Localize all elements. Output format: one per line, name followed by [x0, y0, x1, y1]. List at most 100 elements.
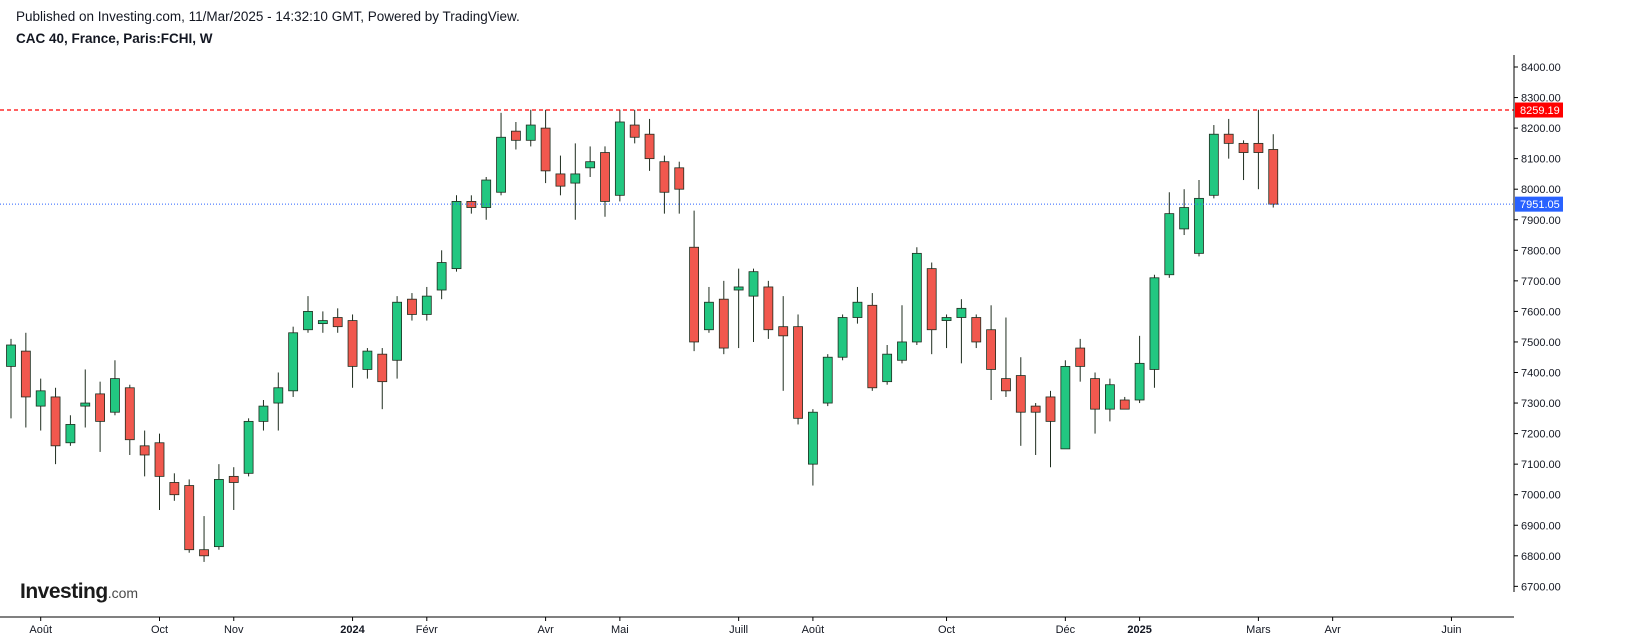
last-price-badge-box [1515, 196, 1563, 212]
candle [154, 433, 165, 510]
candle-body-down [1268, 149, 1279, 205]
price-axis[interactable]: 6700.00 6800.00 6900.00 7000.00 7100.00 7200.… [1513, 55, 1563, 593]
candle-body-down [50, 396, 61, 447]
candle [332, 308, 343, 333]
candle [911, 247, 922, 346]
candle-body-down [689, 246, 699, 343]
candle [1194, 180, 1204, 257]
candle-body-down [1001, 378, 1011, 392]
candle-body-down [95, 393, 105, 422]
last-price-badge-label: 7951.05 [1520, 199, 1560, 211]
candle [80, 369, 91, 428]
candle-body-up [110, 378, 120, 413]
candle [629, 109, 640, 144]
candle [95, 381, 105, 452]
time-tick-label: Juill [729, 624, 748, 636]
candle-body-up [882, 353, 893, 383]
candle-body-up [80, 402, 91, 407]
candle-body-up [213, 479, 224, 548]
candle [1253, 109, 1264, 190]
candle-body-down [124, 387, 135, 441]
candle-body-down [1030, 405, 1041, 413]
candle-body-up [1194, 197, 1204, 254]
time-axis[interactable]: Août Oct Nov 2024 Févr Avr Mai Juill Août Oct Déc 2… [0, 616, 1514, 636]
candle [362, 348, 373, 379]
time-tick-label: Oct [151, 624, 168, 636]
candle-body-down [184, 485, 195, 551]
candle [525, 109, 536, 147]
candle-body-down [1119, 399, 1130, 410]
candle [258, 399, 269, 431]
candle-body-down [718, 298, 729, 349]
candle-body-down [926, 268, 937, 331]
candle [110, 360, 120, 416]
candle [808, 409, 818, 486]
candle-body-up [451, 201, 462, 270]
logo-domain: .com [107, 585, 139, 601]
candle-body-up [822, 356, 833, 404]
price-tick-label: 8400.00 [1521, 62, 1561, 74]
candle [1238, 140, 1249, 181]
candle-body-up [748, 271, 759, 297]
candle [956, 299, 967, 364]
time-tick-label: 2025 [1127, 624, 1151, 636]
resistance-price-badge-label: 8259.19 [1520, 105, 1560, 117]
candle-body-down [510, 130, 521, 141]
candle [1149, 274, 1160, 388]
candle-body-down [1238, 142, 1249, 153]
candle [674, 161, 685, 214]
candle-body-up [288, 332, 299, 392]
time-tick-label: Juin [1441, 624, 1461, 636]
candle-body-up [303, 310, 313, 331]
candle [392, 296, 403, 379]
candle [1045, 390, 1056, 468]
price-tick-label: 7400.00 [1521, 368, 1561, 380]
candle-body-down [674, 167, 685, 190]
candle-body-down [971, 317, 982, 343]
candles-layer [6, 109, 1279, 562]
candle [555, 155, 566, 196]
candle-body-up [6, 344, 16, 367]
candle-body-down [407, 298, 417, 315]
price-tick-label: 8000.00 [1521, 184, 1561, 196]
candle-body-up [496, 136, 506, 193]
candle [614, 109, 625, 202]
candle [718, 280, 729, 355]
candle [184, 479, 195, 553]
candle-body-down [659, 161, 670, 193]
candle-body-up [808, 411, 818, 465]
candle-body-down [199, 549, 209, 557]
candle-body-down [1045, 396, 1056, 422]
candle [496, 112, 506, 196]
candle [644, 118, 655, 171]
candle [1134, 335, 1145, 404]
price-tick-label: 8100.00 [1521, 154, 1561, 166]
candle [1060, 360, 1071, 450]
candle [822, 354, 833, 407]
candle [926, 262, 937, 355]
candle-body-down [169, 482, 180, 496]
price-tick-label: 6900.00 [1521, 520, 1561, 532]
candle [763, 280, 774, 339]
candle-body-up [317, 320, 328, 325]
candle-body-up [392, 301, 403, 361]
candle-body-up [614, 121, 625, 196]
candle [1208, 125, 1219, 199]
candle [303, 296, 313, 333]
candle-body-down [555, 173, 566, 187]
investing-logo: Investing.com [20, 580, 138, 604]
candle [347, 314, 358, 388]
candle-body-down [1075, 347, 1086, 367]
candle [481, 176, 492, 220]
candle [1001, 317, 1011, 397]
candle [882, 345, 893, 385]
candle [585, 146, 596, 177]
candle-body-up [852, 301, 863, 318]
price-tick-label: 8200.00 [1521, 123, 1561, 135]
candle-body-up [570, 173, 581, 184]
time-tick-label: Août [29, 624, 52, 636]
candle [421, 286, 432, 321]
candle-body-up [1179, 207, 1190, 230]
candle [793, 314, 803, 425]
